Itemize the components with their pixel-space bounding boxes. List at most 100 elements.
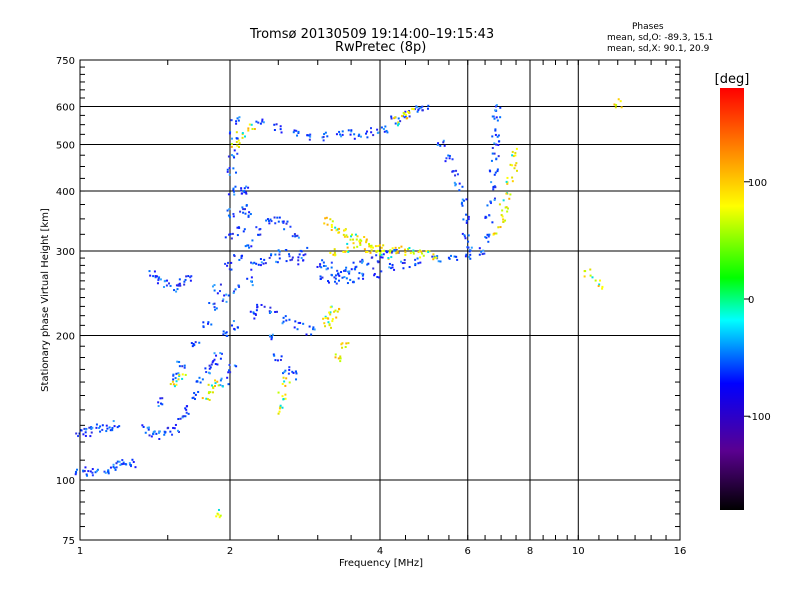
o-mode-point: [228, 369, 231, 372]
x-mode-point: [339, 360, 342, 363]
o-mode-point: [194, 341, 197, 344]
o-mode-point: [234, 185, 237, 188]
o-mode-point: [319, 278, 322, 281]
o-mode-point: [225, 300, 228, 303]
x-mode-point: [404, 251, 407, 254]
o-mode-point: [275, 260, 278, 263]
o-mode-point: [149, 274, 152, 277]
x-mode-point: [333, 310, 336, 313]
o-mode-point: [231, 154, 234, 157]
o-mode-point: [147, 428, 150, 431]
o-mode-point: [85, 473, 88, 476]
o-mode-point: [216, 363, 219, 366]
o-mode-point: [156, 282, 159, 285]
colorbar-tick-label: 100: [748, 178, 767, 189]
o-mode-point: [295, 372, 298, 375]
x-mode-point: [421, 252, 424, 255]
x-mode-point: [329, 313, 332, 316]
x-mode-point: [508, 197, 511, 200]
o-mode-point: [439, 144, 442, 147]
x-mode-point: [397, 121, 400, 124]
o-mode-point: [418, 107, 421, 110]
o-mode-point: [348, 272, 351, 275]
o-mode-point: [250, 268, 253, 271]
x-mode-point: [405, 113, 408, 116]
y-tick-label: 200: [56, 332, 75, 343]
o-mode-point: [218, 290, 221, 293]
o-mode-point: [291, 256, 294, 259]
o-mode-point: [150, 435, 153, 438]
o-mode-point: [399, 120, 402, 123]
o-mode-point: [499, 116, 502, 119]
o-mode-point: [250, 261, 253, 264]
o-mode-point: [118, 460, 121, 463]
x-mode-point: [184, 373, 187, 376]
x-mode-point: [509, 163, 512, 166]
o-mode-point: [377, 276, 380, 279]
o-mode-point: [320, 266, 323, 269]
x-mode-point: [513, 167, 516, 170]
o-mode-point: [230, 237, 233, 240]
o-mode-point: [122, 462, 125, 465]
o-mode-point: [400, 260, 403, 263]
x-mode-point: [334, 353, 337, 356]
o-mode-point: [235, 120, 238, 123]
o-mode-point: [366, 263, 369, 266]
o-mode-point: [276, 216, 279, 219]
o-mode-point: [177, 430, 180, 433]
o-mode-point: [361, 272, 364, 275]
x-mode-point: [492, 233, 495, 236]
o-mode-point: [349, 133, 352, 136]
o-mode-point: [229, 233, 232, 236]
o-mode-point: [300, 250, 303, 253]
o-mode-point: [305, 333, 308, 336]
o-mode-point: [185, 405, 188, 408]
o-mode-point: [101, 428, 104, 431]
o-mode-point: [384, 125, 387, 128]
o-mode-point: [210, 323, 213, 326]
o-mode-point: [321, 276, 324, 279]
o-mode-point: [322, 261, 325, 264]
o-mode-point: [230, 261, 233, 264]
x-mode-point: [403, 248, 406, 251]
o-mode-point: [270, 254, 273, 257]
x-mode-point: [355, 238, 358, 241]
o-mode-point: [461, 204, 464, 207]
o-mode-point: [269, 306, 272, 309]
x-mode-point: [432, 258, 435, 261]
x-mode-point: [511, 150, 514, 153]
x-mode-point: [390, 256, 393, 259]
o-mode-point: [326, 267, 329, 270]
o-mode-point: [105, 430, 108, 433]
o-mode-point: [312, 326, 315, 329]
x-mode-point: [208, 398, 211, 401]
x-mode-point: [405, 117, 408, 120]
x-mode-point: [584, 270, 587, 273]
o-mode-point: [235, 122, 238, 125]
o-mode-point: [397, 117, 400, 120]
o-mode-point: [482, 249, 485, 252]
colorbar-tick-label: -100: [748, 412, 771, 423]
o-mode-point: [414, 263, 417, 266]
o-mode-point: [176, 429, 179, 432]
o-mode-point: [322, 139, 325, 142]
x-mode-point: [412, 252, 415, 255]
o-mode-point: [481, 253, 484, 256]
o-mode-point: [282, 316, 285, 319]
x-mode-point: [509, 193, 512, 196]
o-mode-point: [274, 222, 277, 225]
x-mode-point: [181, 377, 184, 380]
o-mode-point: [232, 188, 235, 191]
x-mode-point: [326, 223, 329, 226]
o-mode-point: [464, 255, 467, 258]
x-mode-point: [598, 283, 601, 286]
o-mode-point: [274, 359, 277, 362]
x-mode-point: [504, 219, 507, 222]
o-mode-point: [469, 257, 472, 260]
x-mode-point: [347, 250, 350, 253]
o-mode-point: [419, 261, 422, 264]
x-mode-point: [284, 384, 287, 387]
o-mode-point: [163, 433, 166, 436]
o-mode-point: [109, 466, 112, 469]
o-mode-point: [278, 253, 281, 256]
